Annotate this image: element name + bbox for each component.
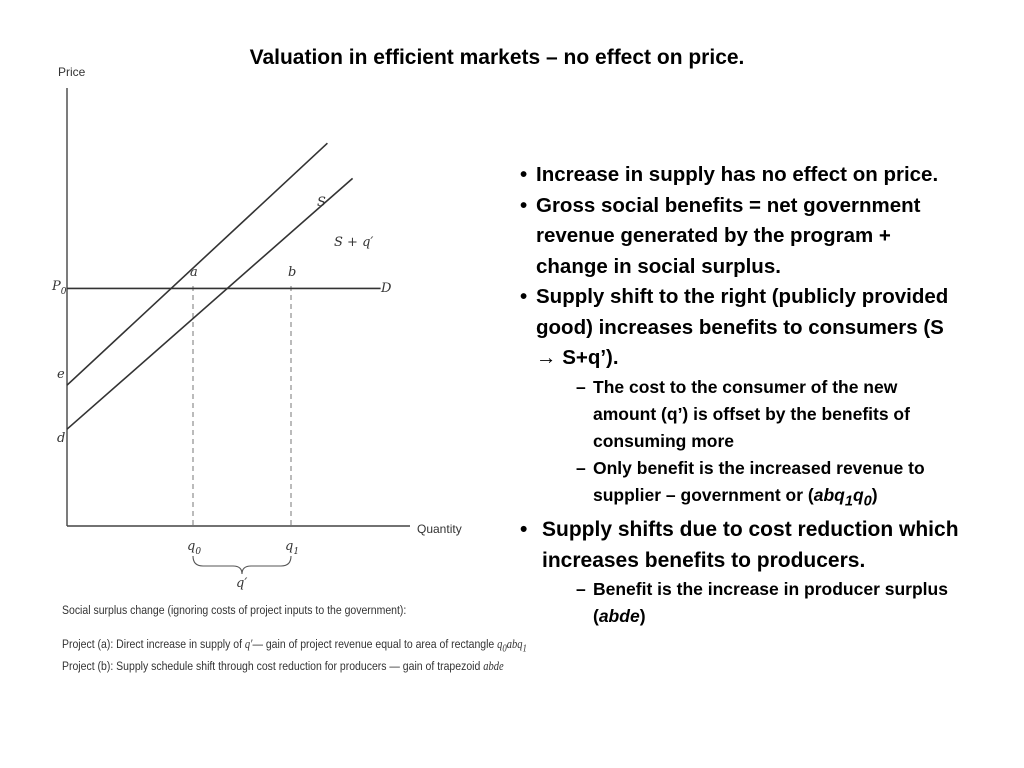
- sub-bullet-item: – Only benefit is the increased revenue t…: [518, 455, 963, 516]
- tick-e: e: [57, 367, 65, 382]
- bullet-item: • Gross social benefits = net government …: [518, 191, 963, 283]
- sub-bullet-item: – Benefit is the increase in producer sur…: [518, 576, 963, 630]
- tick-q1: q1: [285, 539, 299, 557]
- caption-project-a: Project (a): Direct increase in supply o…: [62, 637, 527, 655]
- sub-bullet-dash: –: [576, 457, 586, 478]
- label-S-plus-q: S + q′: [334, 235, 373, 250]
- supply-line-S: [66, 142, 328, 386]
- supply-line-S-plus-q: [66, 177, 354, 430]
- bullet-dot: •: [520, 193, 528, 217]
- caption-project-b: Project (b): Supply schedule shift throu…: [62, 659, 504, 673]
- bullet-dot: •: [520, 163, 528, 186]
- q-prime-brace: [192, 555, 292, 575]
- bullet-item: • Increase in supply has no effect on pri…: [518, 160, 963, 191]
- point-label-a: a: [190, 265, 198, 280]
- point-label-b: b: [288, 265, 296, 280]
- slide-title: Valuation in efficient markets – no effe…: [249, 46, 745, 69]
- y-axis-label: Price: [58, 65, 86, 79]
- caption-heading: Social surplus change (ignoring costs of…: [62, 603, 407, 617]
- x-axis-label: Quantity: [417, 522, 462, 536]
- sub-bullet-item: – The cost to the consumer of the new amo…: [518, 374, 963, 455]
- label-S: S: [317, 195, 326, 210]
- bullet-list: • Increase in supply has no effect on pri…: [518, 160, 963, 630]
- bullet-dot: •: [520, 285, 528, 308]
- bullet-item: • Supply shift to the right (publicly pro…: [518, 282, 963, 374]
- tick-d: d: [57, 431, 65, 446]
- bullet-item: • Supply shifts due to cost reduction whi…: [518, 515, 963, 576]
- sub-bullet-dash: –: [576, 579, 586, 599]
- brace-label-q-prime: q′: [236, 576, 247, 591]
- label-D: D: [380, 281, 392, 296]
- tick-q0: q0: [187, 539, 201, 557]
- supply-demand-figure: Price Quantity S S + q′ D a b P0 e d q0 …: [51, 65, 462, 591]
- bullet-dot: •: [520, 518, 528, 541]
- sub-bullet-dash: –: [576, 376, 586, 397]
- tick-P0: P0: [51, 279, 67, 297]
